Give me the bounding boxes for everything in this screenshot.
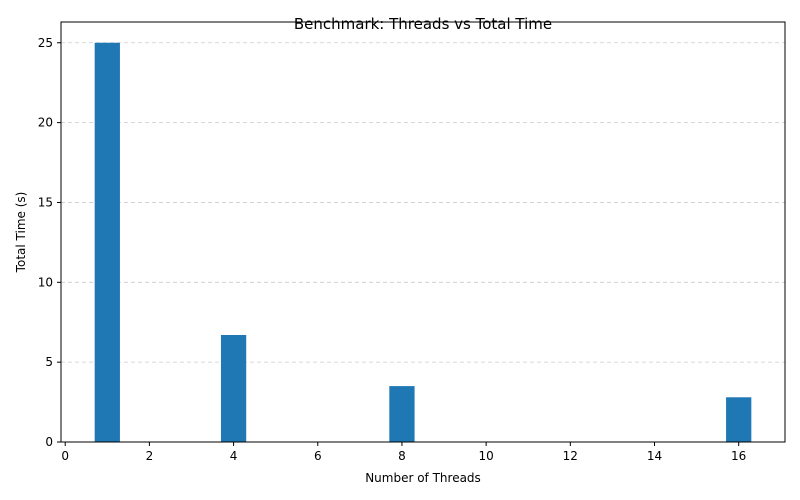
x-tick-label: 12: [563, 449, 578, 463]
x-tick-label: 14: [647, 449, 662, 463]
bar-threads-8: [389, 386, 415, 442]
x-tick-label: 2: [146, 449, 154, 463]
y-axis-ticks: 0 5 10 15 20 25: [38, 36, 61, 449]
x-tick-label: 6: [314, 449, 322, 463]
x-axis-ticks: 0 2 4 6 8 10 12 14 16: [61, 442, 746, 463]
y-tick-label: 0: [45, 435, 53, 449]
y-grid: [61, 42, 785, 363]
x-tick-label: 0: [61, 449, 69, 463]
y-tick-label: 10: [38, 275, 53, 289]
bars: [94, 42, 752, 442]
x-tick-label: 8: [398, 449, 406, 463]
x-tick-label: 16: [731, 449, 746, 463]
y-tick-label: 25: [38, 36, 53, 50]
y-tick-label: 5: [45, 355, 53, 369]
bar-threads-1: [94, 42, 120, 442]
x-tick-label: 4: [230, 449, 238, 463]
x-tick-label: 10: [478, 449, 493, 463]
chart-title: Benchmark: Threads vs Total Time: [294, 15, 552, 33]
bar-threads-4: [220, 335, 247, 442]
bar-threads-16: [726, 397, 752, 442]
plot-frame: [60, 21, 786, 443]
y-tick-label: 20: [38, 116, 53, 130]
x-axis-label: Number of Threads: [365, 471, 481, 485]
y-tick-label: 15: [38, 195, 53, 209]
y-axis-label: Total Time (s): [14, 192, 28, 274]
